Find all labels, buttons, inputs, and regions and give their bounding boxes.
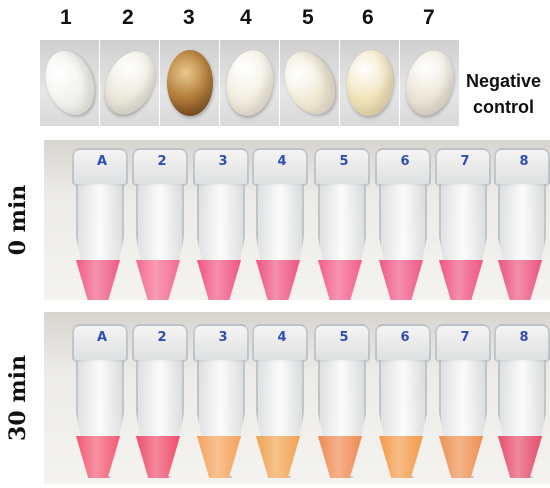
tube-1: A [70, 324, 128, 478]
tube-label: 6 [400, 154, 410, 169]
tube-liquid [197, 260, 241, 300]
tube-2: 2 [130, 148, 188, 300]
seed-2 [100, 43, 159, 123]
tube-liquid [498, 260, 542, 300]
tube-2: 2 [130, 324, 188, 478]
tube-label: A [96, 154, 108, 169]
tube-cap: 5 [314, 148, 370, 186]
tube-cap: 3 [193, 148, 249, 186]
tube-label: 7 [460, 330, 470, 345]
time-label-30min: 30 min [5, 355, 31, 441]
tube-cap: 6 [375, 148, 431, 186]
tube-4: 4 [250, 324, 308, 478]
tube-6: 6 [373, 324, 431, 478]
negative-control-label: Negative control [466, 68, 541, 120]
tube-label: 4 [277, 154, 287, 169]
seed-7 [400, 45, 459, 121]
tube-5: 5 [312, 324, 370, 478]
tube-label: 5 [339, 154, 349, 169]
tube-cap: 8 [494, 324, 550, 362]
tube-7: 7 [433, 324, 491, 478]
negative-control-line-2: control [473, 97, 535, 117]
seed-photo-4 [220, 40, 279, 126]
seed-number-3: 3 [183, 6, 195, 29]
tube-1: A [70, 148, 128, 300]
tube-label: 2 [157, 154, 167, 169]
tube-cap: 8 [494, 148, 550, 186]
seed-4 [221, 46, 279, 120]
seed-number-4: 4 [240, 6, 252, 29]
tube-liquid [76, 260, 120, 300]
seed-photo-3 [160, 40, 219, 126]
seed-number-1: 1 [60, 6, 72, 29]
tube-liquid [318, 436, 362, 478]
tube-label: 3 [218, 154, 228, 169]
tube-6: 6 [373, 148, 431, 300]
tube-4: 4 [250, 148, 308, 300]
tube-7: 7 [433, 148, 491, 300]
tube-5: 5 [312, 148, 370, 300]
tube-8: 8 [492, 324, 550, 478]
seed-photo-2 [100, 40, 159, 126]
tube-liquid [197, 436, 241, 478]
tube-liquid [498, 436, 542, 478]
tube-liquid [379, 260, 423, 300]
seed-3 [167, 50, 213, 116]
seed-photo-5 [280, 40, 339, 126]
tube-liquid [439, 260, 483, 300]
tube-cap: 2 [132, 324, 188, 362]
tube-cap: A [72, 148, 128, 186]
tube-liquid [136, 260, 180, 300]
tube-panel-0min: A 2 3 4 5 6 7 8 [44, 140, 550, 300]
tube-panel-30min: A 2 3 4 5 6 7 8 [44, 312, 550, 484]
seed-number-6: 6 [362, 6, 374, 29]
tube-label: 3 [218, 330, 228, 345]
tube-3: 3 [191, 148, 249, 300]
tube-8: 8 [492, 148, 550, 300]
tube-label: 4 [277, 330, 287, 345]
tube-liquid [379, 436, 423, 478]
tube-cap: 4 [252, 148, 308, 186]
tube-cap: A [72, 324, 128, 362]
tube-cap: 2 [132, 148, 188, 186]
tube-cap: 7 [435, 148, 491, 186]
tube-label: 8 [519, 154, 529, 169]
seed-photo-7 [400, 40, 459, 126]
seed-1 [40, 44, 99, 122]
seed-photo-1 [40, 40, 99, 126]
tube-label: 6 [400, 330, 410, 345]
tube-cap: 4 [252, 324, 308, 362]
tube-liquid [136, 436, 180, 478]
seed-number-5: 5 [302, 6, 314, 29]
tube-label: 5 [339, 330, 349, 345]
seed-photo-strip [40, 40, 460, 126]
tube-label: A [96, 330, 108, 345]
seed-photo-6 [340, 40, 399, 126]
tube-liquid [256, 260, 300, 300]
tube-label: 2 [157, 330, 167, 345]
time-label-0min: 0 min [5, 184, 31, 256]
tube-liquid [439, 436, 483, 478]
tube-cap: 7 [435, 324, 491, 362]
tube-label: 7 [460, 154, 470, 169]
seed-number-7: 7 [423, 6, 435, 29]
seed-6 [344, 48, 396, 118]
tube-label: 8 [519, 330, 529, 345]
negative-control-line-1: Negative [466, 71, 542, 91]
tube-cap: 5 [314, 324, 370, 362]
tube-liquid [76, 436, 120, 478]
tube-3: 3 [191, 324, 249, 478]
tube-cap: 6 [375, 324, 431, 362]
tube-cap: 3 [193, 324, 249, 362]
tube-liquid [318, 260, 362, 300]
tube-liquid [256, 436, 300, 478]
seed-5 [280, 43, 339, 123]
seed-number-2: 2 [122, 6, 134, 29]
